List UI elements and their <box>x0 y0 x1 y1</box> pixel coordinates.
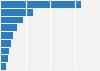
Bar <box>1 24 17 31</box>
Bar <box>1 17 23 23</box>
Bar <box>1 1 81 8</box>
Bar <box>1 55 8 62</box>
Bar <box>1 40 11 47</box>
Bar <box>1 32 13 39</box>
Bar <box>1 63 6 70</box>
Bar <box>1 48 9 54</box>
Bar <box>1 9 33 16</box>
